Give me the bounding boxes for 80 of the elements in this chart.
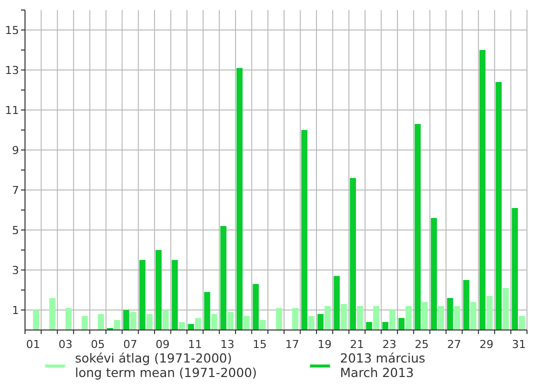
x-tick-label: 21 xyxy=(350,338,364,351)
bar xyxy=(512,208,518,330)
x-tick-label: 13 xyxy=(220,338,234,351)
bar xyxy=(260,320,266,330)
bar xyxy=(82,316,88,330)
bar xyxy=(130,312,136,330)
legend-label: 2013 március March 2013 xyxy=(340,350,426,380)
y-tick-label: 5 xyxy=(12,224,19,237)
y-tick-label: 9 xyxy=(12,144,19,157)
bar xyxy=(123,310,130,330)
x-tick-label: 05 xyxy=(90,338,105,351)
bar xyxy=(406,306,412,330)
x-tick-label: 31 xyxy=(512,338,526,351)
bar xyxy=(486,296,493,330)
bar xyxy=(98,314,104,330)
bar xyxy=(398,318,405,330)
bar xyxy=(463,280,470,330)
bar xyxy=(49,298,56,330)
bar xyxy=(33,310,40,330)
x-tick-label: 25 xyxy=(414,338,429,351)
bar xyxy=(227,312,234,330)
bar xyxy=(496,82,502,330)
bar xyxy=(301,130,308,330)
x-tick-label: 09 xyxy=(156,338,170,351)
bar xyxy=(356,306,364,330)
x-tick-label: 03 xyxy=(58,338,72,351)
bar xyxy=(317,314,324,330)
bar xyxy=(366,322,372,330)
x-tick-label: 07 xyxy=(123,338,138,351)
y-tick-label: 15 xyxy=(5,24,19,37)
bar xyxy=(340,304,347,330)
bar xyxy=(139,260,146,330)
y-tick-label: 13 xyxy=(5,64,19,77)
x-tick-label: 19 xyxy=(318,338,332,351)
bar xyxy=(308,316,314,330)
bar xyxy=(502,288,509,330)
bar xyxy=(204,292,210,330)
bar xyxy=(389,310,396,330)
bar xyxy=(422,302,428,330)
legend-label: sokévi átlag (1971-2000) long term mean (1971-2000) xyxy=(75,350,257,380)
bar xyxy=(156,250,162,330)
bar xyxy=(188,324,194,330)
bar xyxy=(178,322,185,330)
bar xyxy=(244,316,250,330)
bar xyxy=(479,50,486,330)
y-tick-label: 7 xyxy=(12,184,19,197)
bar xyxy=(236,68,243,330)
bar xyxy=(373,306,380,330)
x-tick-label: 23 xyxy=(382,338,396,351)
bar xyxy=(350,178,356,330)
bar xyxy=(518,316,525,330)
bar xyxy=(292,308,298,330)
x-tick-label: 01 xyxy=(26,338,40,351)
bar xyxy=(252,284,259,330)
bar xyxy=(146,314,153,330)
bar xyxy=(430,218,437,330)
y-tick-label: 3 xyxy=(12,264,19,277)
bar xyxy=(382,322,388,330)
bar xyxy=(195,318,202,330)
bar xyxy=(220,226,226,330)
x-tick-label: 17 xyxy=(285,338,300,351)
bar xyxy=(438,306,444,330)
x-tick-label: 11 xyxy=(188,338,202,351)
bar xyxy=(114,320,120,330)
bar xyxy=(324,306,331,330)
bar xyxy=(414,124,421,330)
y-tick-label: 11 xyxy=(5,104,19,117)
x-tick-label: 15 xyxy=(252,338,267,351)
y-tick-label: 1 xyxy=(12,304,19,317)
bar xyxy=(447,298,454,330)
bar xyxy=(454,306,460,330)
bar xyxy=(276,308,282,330)
x-tick-label: 29 xyxy=(480,338,494,351)
bar xyxy=(470,302,476,330)
x-tick-label: 27 xyxy=(447,338,462,351)
bar xyxy=(211,314,218,330)
bar xyxy=(172,260,178,330)
bar xyxy=(65,308,72,330)
bar xyxy=(162,310,169,330)
bar xyxy=(334,276,340,330)
